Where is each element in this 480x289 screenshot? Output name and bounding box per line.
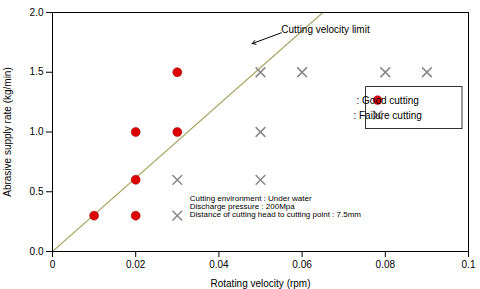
svg-text:0.08: 0.08	[376, 259, 396, 270]
svg-text:: Good cutting: : Good cutting	[356, 95, 418, 106]
svg-text:0.1: 0.1	[462, 259, 476, 270]
svg-text:2.0: 2.0	[30, 7, 44, 18]
svg-text:0.02: 0.02	[126, 259, 146, 270]
svg-text:0.5: 0.5	[30, 186, 44, 197]
svg-text:Rotating velocity (rpm): Rotating velocity (rpm)	[210, 278, 310, 289]
svg-text:: Failure cutting: : Failure cutting	[353, 110, 421, 121]
svg-text:Cutting velocity limit: Cutting velocity limit	[281, 24, 370, 35]
svg-text:0.0: 0.0	[30, 246, 44, 257]
svg-text:0.06: 0.06	[292, 259, 312, 270]
svg-text:Abrasive supply rate (kg/min): Abrasive supply rate (kg/min)	[2, 67, 13, 197]
svg-text:1.0: 1.0	[30, 126, 44, 137]
svg-text:1.5: 1.5	[30, 66, 44, 77]
svg-text:0.04: 0.04	[209, 259, 229, 270]
svg-text:Cutting environment : Under wa: Cutting environment : Under waterDischar…	[190, 194, 362, 219]
svg-text:0: 0	[50, 259, 56, 270]
